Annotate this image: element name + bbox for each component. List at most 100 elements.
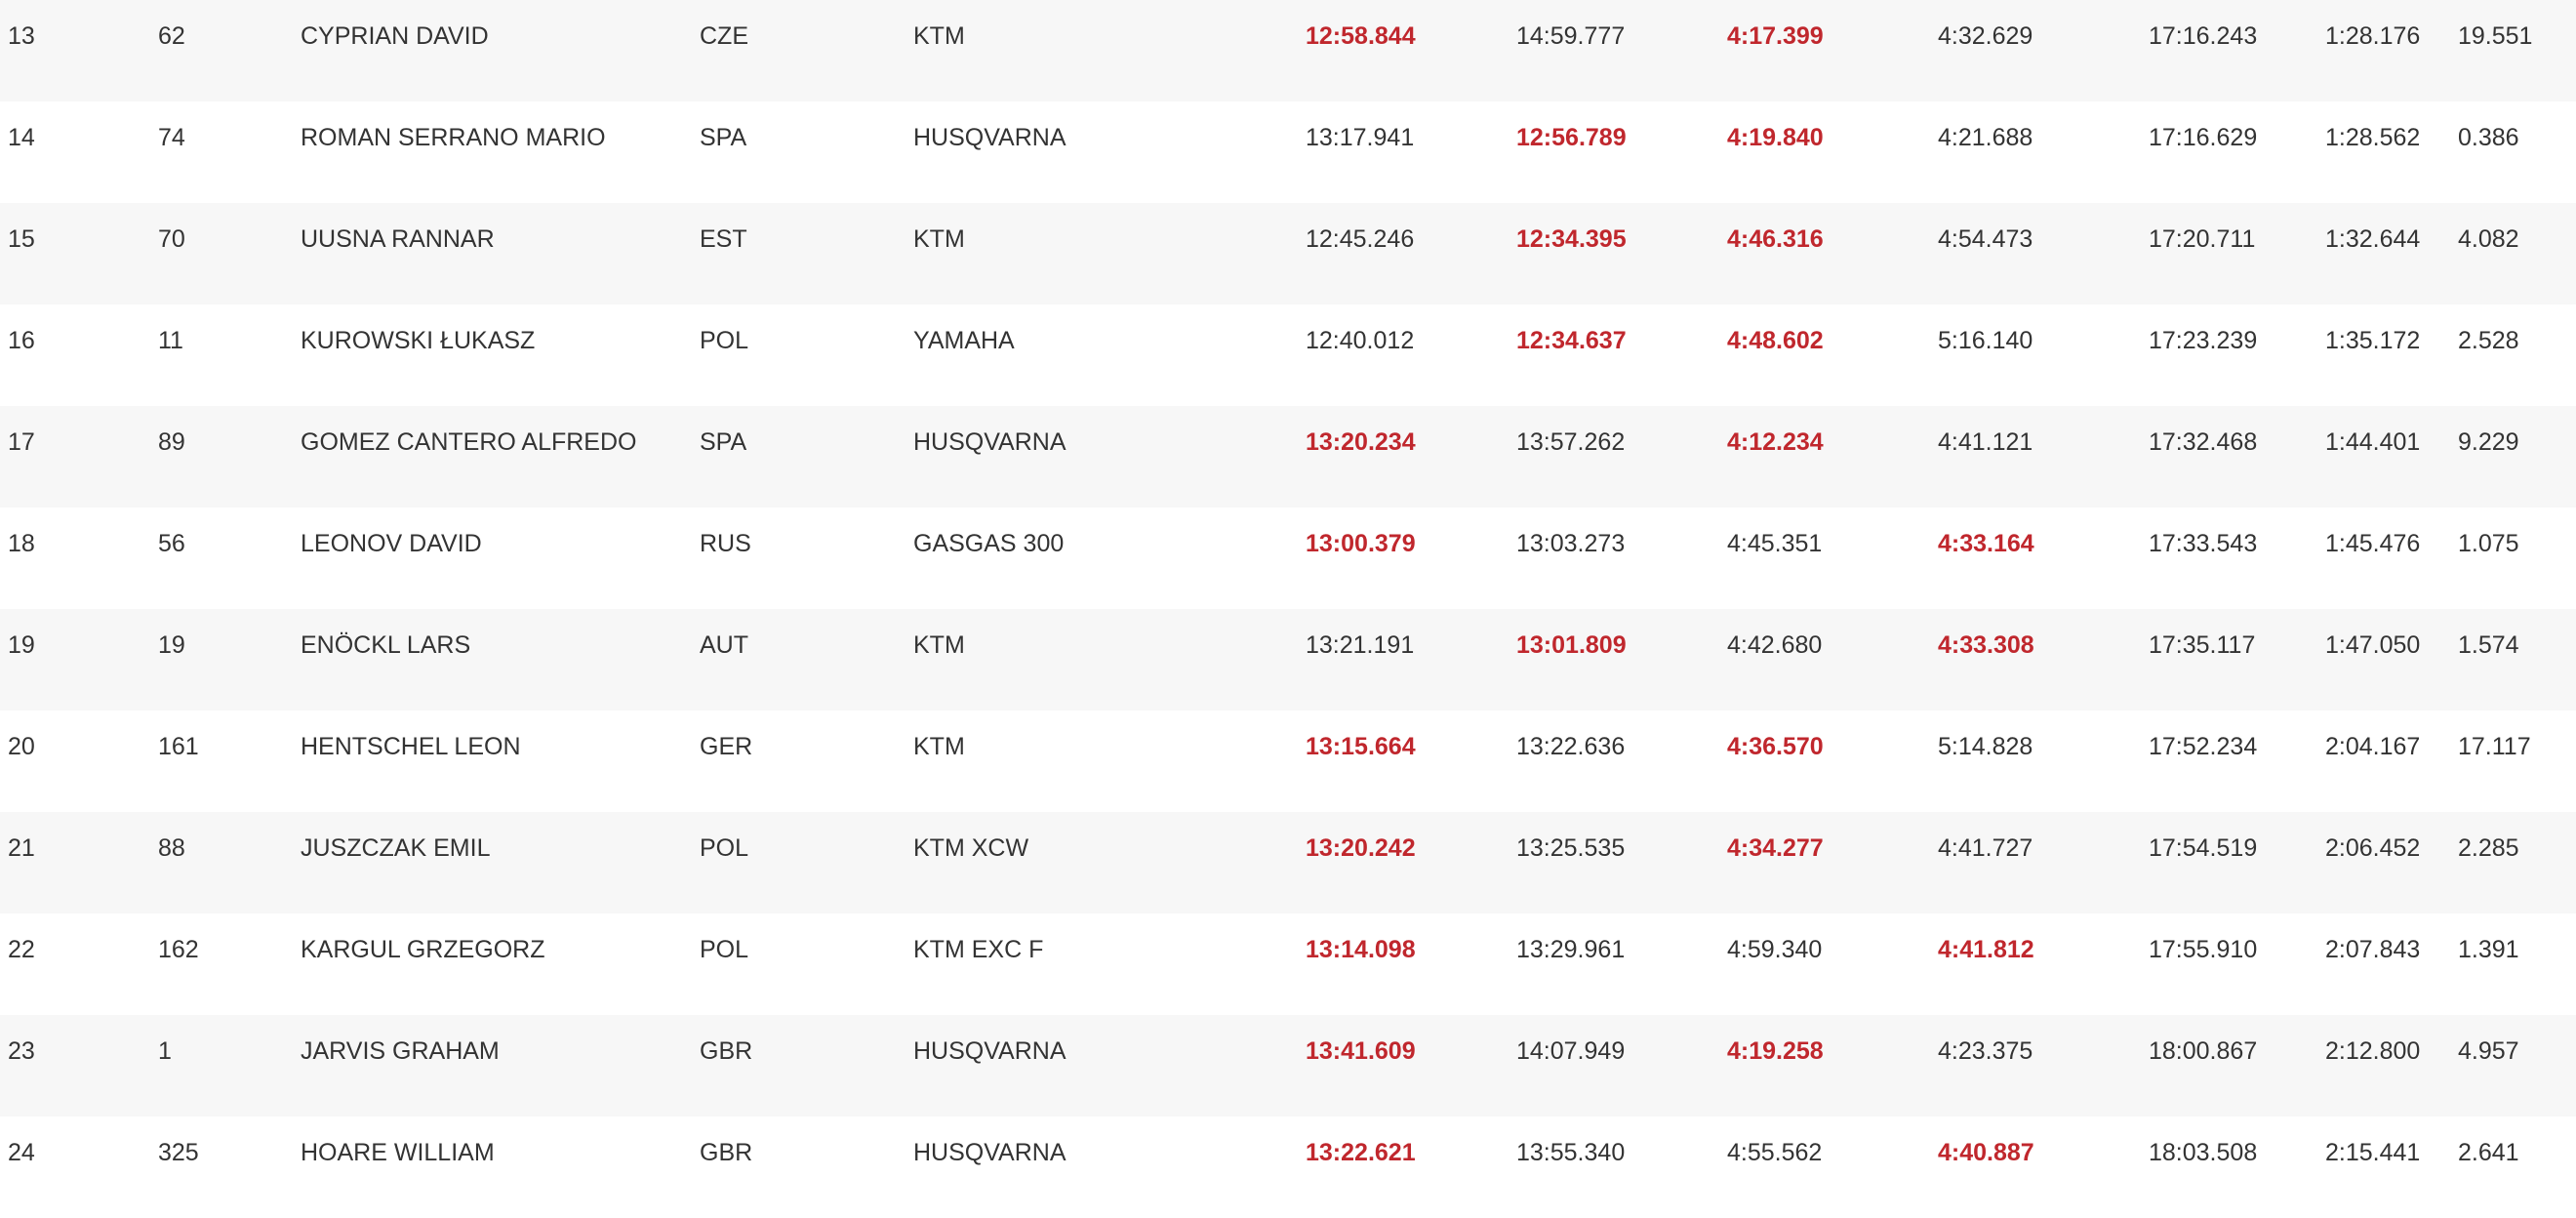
test-time-4-cell: 4:54.473 xyxy=(1938,225,2033,253)
nationality-cell: POL xyxy=(700,936,749,963)
gap-to-leader-cell: 1:47.050 xyxy=(2325,631,2421,659)
test-time-2-cell: 13:29.961 xyxy=(1516,936,1626,963)
total-time-cell: 18:03.508 xyxy=(2149,1139,2258,1166)
gap-to-previous-cell: 2.641 xyxy=(2458,1139,2519,1166)
position-cell: 21 xyxy=(8,834,35,862)
nationality-cell: POL xyxy=(700,834,749,862)
test-time-1-cell: 13:00.379 xyxy=(1306,530,1416,557)
test-time-2-cell: 13:57.262 xyxy=(1516,428,1626,456)
test-time-1-cell: 13:17.941 xyxy=(1306,124,1415,151)
test-time-1-cell: 12:40.012 xyxy=(1306,327,1415,354)
position-cell: 24 xyxy=(8,1139,35,1166)
rider-number-cell: 89 xyxy=(158,428,185,456)
rider-name-cell: ENÖCKL LARS xyxy=(301,631,471,659)
position-cell: 13 xyxy=(8,22,35,50)
test-time-1-cell: 12:45.246 xyxy=(1306,225,1415,253)
table-row: 21 88 JUSZCZAK EMIL POL KTM XCW 13:20.242 13:2… xyxy=(0,812,2576,914)
table-row: 17 89 GOMEZ CANTERO ALFREDO SPA HUSQVARNA 13:… xyxy=(0,406,2576,508)
table-row: 19 19 ENÖCKL LARS AUT KTM 13:21.191 13:01.809 4… xyxy=(0,609,2576,710)
test-time-3-cell: 4:48.602 xyxy=(1727,327,1824,354)
rider-number-cell: 70 xyxy=(158,225,185,253)
test-time-3-cell: 4:46.316 xyxy=(1727,225,1824,253)
total-time-cell: 17:16.243 xyxy=(2149,22,2258,50)
test-time-4-cell: 4:21.688 xyxy=(1938,124,2033,151)
total-time-cell: 17:32.468 xyxy=(2149,428,2258,456)
bike-cell: GASGAS 300 xyxy=(913,530,1065,557)
test-time-1-cell: 13:14.098 xyxy=(1306,936,1416,963)
gap-to-previous-cell: 2.528 xyxy=(2458,327,2519,354)
rider-number-cell: 161 xyxy=(158,733,199,760)
table-row: 13 62 CYPRIAN DAVID CZE KTM 12:58.844 14:59.77… xyxy=(0,0,2576,102)
gap-to-leader-cell: 1:28.562 xyxy=(2325,124,2421,151)
rider-number-cell: 74 xyxy=(158,124,185,151)
test-time-2-cell: 13:25.535 xyxy=(1516,834,1626,862)
table-row: 15 70 UUSNA RANNAR EST KTM 12:45.246 12:34.395… xyxy=(0,203,2576,304)
table-row: 23 1 JARVIS GRAHAM GBR HUSQVARNA 13:41.609 14:… xyxy=(0,1015,2576,1116)
rider-name-cell: JUSZCZAK EMIL xyxy=(301,834,491,862)
gap-to-previous-cell: 1.391 xyxy=(2458,936,2519,963)
nationality-cell: GER xyxy=(700,733,753,760)
test-time-1-cell: 13:41.609 xyxy=(1306,1037,1416,1065)
total-time-cell: 17:20.711 xyxy=(2149,225,2256,253)
rider-name-cell: LEONOV DAVID xyxy=(301,530,482,557)
total-time-cell: 17:16.629 xyxy=(2149,124,2258,151)
test-time-2-cell: 12:34.395 xyxy=(1516,225,1627,253)
total-time-cell: 17:54.519 xyxy=(2149,834,2258,862)
total-time-cell: 17:55.910 xyxy=(2149,936,2258,963)
nationality-cell: SPA xyxy=(700,428,747,456)
bike-cell: KTM EXC F xyxy=(913,936,1044,963)
test-time-4-cell: 4:41.727 xyxy=(1938,834,2033,862)
test-time-2-cell: 14:07.949 xyxy=(1516,1037,1626,1065)
test-time-1-cell: 13:22.621 xyxy=(1306,1139,1416,1166)
test-time-2-cell: 13:22.636 xyxy=(1516,733,1626,760)
gap-to-previous-cell: 19.551 xyxy=(2458,22,2533,50)
position-cell: 23 xyxy=(8,1037,35,1065)
test-time-3-cell: 4:12.234 xyxy=(1727,428,1824,456)
total-time-cell: 17:35.117 xyxy=(2149,631,2256,659)
test-time-4-cell: 4:40.887 xyxy=(1938,1139,2034,1166)
total-time-cell: 17:52.234 xyxy=(2149,733,2258,760)
gap-to-previous-cell: 2.285 xyxy=(2458,834,2519,862)
gap-to-previous-cell: 0.386 xyxy=(2458,124,2519,151)
bike-cell: HUSQVARNA xyxy=(913,1139,1067,1166)
bike-cell: HUSQVARNA xyxy=(913,124,1067,151)
nationality-cell: GBR xyxy=(700,1139,753,1166)
table-row: 14 74 ROMAN SERRANO MARIO SPA HUSQVARNA 13:17… xyxy=(0,102,2576,203)
rider-name-cell: ROMAN SERRANO MARIO xyxy=(301,124,606,151)
test-time-3-cell: 4:17.399 xyxy=(1727,22,1824,50)
test-time-1-cell: 13:15.664 xyxy=(1306,733,1416,760)
test-time-1-cell: 13:20.242 xyxy=(1306,834,1416,862)
table-row: 18 56 LEONOV DAVID RUS GASGAS 300 13:00.379 13… xyxy=(0,508,2576,609)
test-time-2-cell: 13:01.809 xyxy=(1516,631,1627,659)
bike-cell: KTM XCW xyxy=(913,834,1029,862)
test-time-4-cell: 5:16.140 xyxy=(1938,327,2033,354)
bike-cell: KTM xyxy=(913,225,965,253)
test-time-4-cell: 4:41.121 xyxy=(1938,428,2033,456)
rider-name-cell: JARVIS GRAHAM xyxy=(301,1037,500,1065)
bike-cell: KTM xyxy=(913,22,965,50)
rider-number-cell: 162 xyxy=(158,936,199,963)
position-cell: 14 xyxy=(8,124,35,151)
gap-to-previous-cell: 4.082 xyxy=(2458,225,2519,253)
rider-name-cell: KUROWSKI ŁUKASZ xyxy=(301,327,536,354)
rider-name-cell: KARGUL GRZEGORZ xyxy=(301,936,545,963)
nationality-cell: CZE xyxy=(700,22,748,50)
test-time-3-cell: 4:19.840 xyxy=(1727,124,1824,151)
gap-to-leader-cell: 1:45.476 xyxy=(2325,530,2421,557)
test-time-2-cell: 12:56.789 xyxy=(1516,124,1627,151)
test-time-1-cell: 13:21.191 xyxy=(1306,631,1415,659)
gap-to-leader-cell: 1:44.401 xyxy=(2325,428,2421,456)
total-time-cell: 17:33.543 xyxy=(2149,530,2258,557)
rider-name-cell: GOMEZ CANTERO ALFREDO xyxy=(301,428,637,456)
test-time-4-cell: 4:32.629 xyxy=(1938,22,2033,50)
position-cell: 19 xyxy=(8,631,35,659)
position-cell: 17 xyxy=(8,428,35,456)
nationality-cell: EST xyxy=(700,225,747,253)
rider-number-cell: 1 xyxy=(158,1037,172,1065)
rider-number-cell: 88 xyxy=(158,834,185,862)
gap-to-previous-cell: 4.957 xyxy=(2458,1037,2519,1065)
test-time-4-cell: 4:33.164 xyxy=(1938,530,2034,557)
rider-number-cell: 56 xyxy=(158,530,185,557)
rider-name-cell: CYPRIAN DAVID xyxy=(301,22,489,50)
nationality-cell: AUT xyxy=(700,631,748,659)
